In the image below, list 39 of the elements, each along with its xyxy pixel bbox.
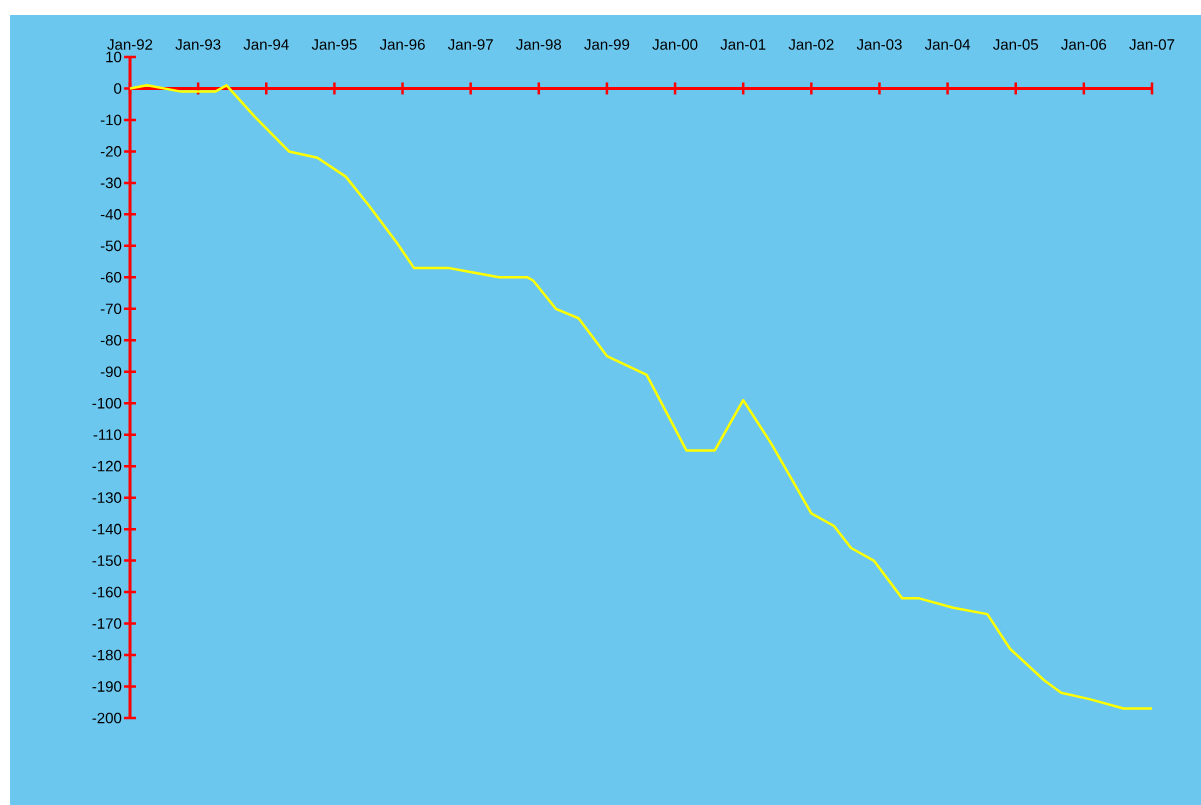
y-tick-label: -120 [92,460,122,472]
y-tick-label: -60 [100,272,122,283]
x-tick-label: Jan-07 [1129,39,1175,50]
x-tick-label: Jan-95 [311,39,357,50]
x-tick-label: Jan-94 [243,39,289,50]
x-tick-label: Jan-04 [924,39,971,50]
y-tick-label: -180 [92,649,122,661]
x-tick-label: Jan-93 [175,39,221,50]
line-series [128,84,1154,710]
x-tick-label: Jan-97 [447,39,493,50]
y-tick-label: -150 [92,555,122,566]
y-tick-label: -200 [92,712,122,724]
x-tick-label: Jan-02 [788,39,834,50]
y-tick-label: -190 [92,681,122,692]
y-tick-label: -100 [92,397,122,409]
y-tick-label: -140 [92,523,122,535]
y-tick-label: -90 [100,366,122,378]
y-tick-label: -130 [92,492,122,503]
y-tick-label: -30 [100,177,122,189]
y-tick-label: 0 [114,83,122,94]
x-tick-label: Jan-01 [720,39,766,50]
y-tick-label: -70 [100,303,122,315]
y-tick-label: 10 [106,51,122,63]
y-tick-label: -10 [100,114,122,126]
y-tick-label: -40 [100,209,122,220]
x-tick-label: Jan-03 [856,39,902,50]
x-tick-label: Jan-00 [652,39,698,50]
x-tick-label: Jan-99 [584,39,630,50]
x-tick-label: Jan-92 [107,39,153,50]
y-tick-label: -110 [93,429,122,441]
y-tick-label: -160 [92,586,122,598]
y-tick-label: -20 [100,146,122,157]
y-tick-label: -80 [100,334,122,346]
x-tick-label: Jan-98 [516,39,562,50]
y-tick-label: -170 [92,618,122,629]
y-tick-label: -50 [100,240,122,252]
x-tick-label: Jan-06 [1061,39,1107,50]
x-tick-label: Jan-05 [993,39,1039,50]
x-tick-label: Jan-96 [379,39,425,50]
